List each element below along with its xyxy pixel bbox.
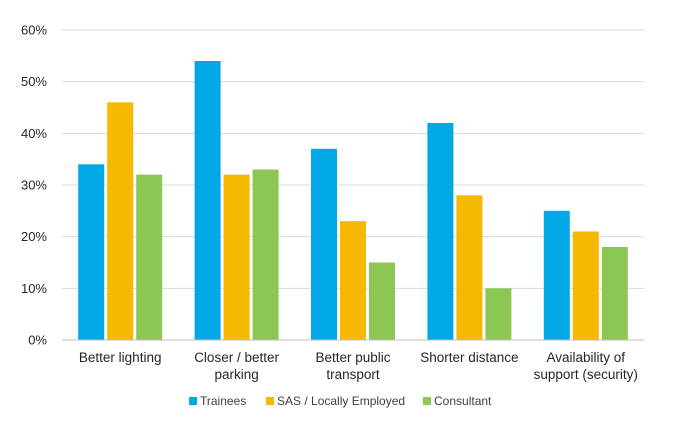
- legend-label: Consultant: [434, 394, 492, 408]
- legend-swatch: [423, 397, 431, 405]
- legend-swatch: [189, 397, 197, 405]
- x-category-label: Better lighting: [79, 350, 162, 365]
- bar-sas-locally-employed-1: [223, 174, 250, 340]
- bar-sas-locally-employed-3: [456, 195, 483, 340]
- bars: [78, 61, 628, 340]
- x-category-label-line: transport: [326, 367, 380, 382]
- y-axis-tick-labels: 0% 10% 20% 30% 40% 50% 60%: [21, 23, 47, 348]
- x-category-label-line: Closer / better: [194, 350, 279, 365]
- bar-consultant-4: [601, 247, 628, 340]
- y-tick-label: 40%: [21, 126, 47, 141]
- y-tick-label: 10%: [21, 281, 47, 296]
- x-category-label: Closer / better parking: [194, 350, 279, 382]
- bar-trainees-0: [78, 164, 105, 340]
- bar-sas-locally-employed-2: [340, 221, 366, 340]
- x-category-label-line: Better public: [315, 350, 390, 365]
- bar-trainees-2: [311, 148, 337, 340]
- x-category-label-line: Availability of: [547, 350, 626, 365]
- legend-label: SAS / Locally Employed: [277, 394, 405, 408]
- bar-consultant-3: [485, 288, 512, 340]
- x-category-label-line: Shorter distance: [420, 350, 518, 365]
- bar-trainees-4: [543, 210, 570, 340]
- bar-trainees-1: [194, 61, 221, 340]
- y-tick-label: 60%: [21, 23, 47, 38]
- legend-label: Trainees: [200, 394, 246, 408]
- x-category-label: Shorter distance: [420, 350, 518, 365]
- bar-consultant-0: [136, 174, 163, 340]
- bar-consultant-1: [252, 169, 279, 340]
- x-category-label: Better public transport: [315, 350, 390, 382]
- bar-sas-locally-employed-4: [572, 231, 599, 340]
- bar-consultant-2: [369, 262, 395, 340]
- x-category-label-line: Better lighting: [79, 350, 162, 365]
- y-tick-label: 20%: [21, 229, 47, 244]
- x-axis-category-labels: Better lighting Closer / better parking Bet…: [79, 350, 638, 382]
- legend-swatch: [266, 397, 274, 405]
- x-category-label: Availability of support (security): [534, 350, 638, 382]
- bar-trainees-3: [427, 123, 454, 340]
- x-category-label-line: parking: [214, 367, 258, 382]
- bar-sas-locally-employed-0: [107, 102, 134, 340]
- legend: Trainees SAS / Locally Employed Consultant: [189, 394, 492, 408]
- y-tick-label: 50%: [21, 74, 47, 89]
- x-category-label-line: support (security): [534, 367, 638, 382]
- y-tick-label: 30%: [21, 178, 47, 193]
- y-tick-label: 0%: [28, 333, 47, 348]
